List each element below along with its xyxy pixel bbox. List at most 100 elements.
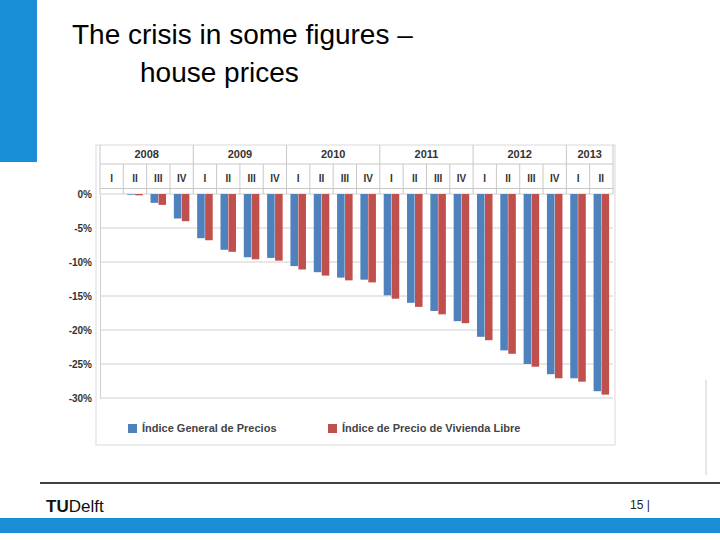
x-tick: IV (550, 173, 560, 188)
bar (524, 194, 532, 364)
x-tick-label: II (225, 173, 231, 184)
x-tick: IV (457, 173, 467, 188)
bar (275, 194, 283, 261)
bar (322, 194, 330, 276)
quarter-separator (309, 164, 310, 194)
year-separator (286, 145, 287, 194)
title: house prices (140, 57, 299, 88)
legend-swatch (328, 424, 337, 433)
year-separator (566, 145, 567, 194)
x-tick-label: II (599, 173, 605, 184)
bar (135, 194, 143, 195)
x-tick: III (154, 173, 163, 188)
year-separator (379, 145, 380, 194)
quarter-separator (543, 164, 544, 194)
bar (508, 194, 516, 354)
x-tick-label: IV (457, 173, 467, 184)
quarter-separator (496, 164, 497, 194)
accent-bar (0, 0, 37, 162)
quarter-separator (356, 164, 357, 194)
x-tick: I (204, 173, 207, 188)
bar (290, 194, 298, 266)
x-tick-label: II (412, 173, 418, 184)
x-tick: II (225, 173, 231, 188)
logo: TUDelft (46, 497, 104, 516)
bar (532, 194, 540, 367)
y-tick: -5% (74, 223, 100, 234)
bar (174, 194, 182, 218)
x-tick-label: I (110, 173, 113, 184)
bar (555, 194, 563, 378)
x-tick-label: I (204, 173, 207, 184)
x-tick-label: IV (177, 173, 187, 184)
bar (244, 194, 252, 257)
quarter-separator (239, 164, 240, 194)
x-tick: IV (177, 173, 187, 188)
x-tick-label: I (483, 173, 486, 184)
x-tick: I (483, 173, 486, 188)
quarter-separator (589, 164, 590, 194)
bar (158, 194, 166, 205)
logo-part: TU (46, 497, 69, 516)
bar (197, 194, 205, 238)
year-separator (193, 145, 194, 194)
x-tick: II (599, 173, 605, 188)
y-tick: -30% (69, 393, 100, 404)
x-tick-label: IV (270, 173, 280, 184)
bars (127, 194, 609, 395)
x-tick: II (319, 173, 325, 188)
quarter-separator (123, 164, 124, 194)
bar (314, 194, 322, 272)
quarter-separator (216, 164, 217, 194)
bar (438, 194, 446, 314)
y-tick-label: -15% (69, 291, 92, 302)
y-tick: -25% (69, 359, 100, 370)
bar (407, 194, 415, 303)
x-tick-label: II (132, 173, 138, 184)
y-tick: -20% (69, 325, 100, 336)
x-axis-line (101, 188, 614, 189)
y-tick-label: -25% (69, 359, 92, 370)
year-separator (613, 145, 614, 194)
quarter-separator (146, 164, 147, 194)
x-tick: I (110, 173, 113, 188)
bar (220, 194, 228, 250)
quarter-separator (169, 164, 170, 194)
title: The crisis in some figures – (72, 19, 413, 50)
x-tick: III (434, 173, 443, 188)
x-tick-label: I (577, 173, 580, 184)
x-tick-label: II (505, 173, 511, 184)
quarter-separator (426, 164, 427, 194)
x-tick: II (412, 173, 418, 188)
legend-label: Índice General de Precios (142, 422, 277, 434)
x-tick: III (527, 173, 536, 188)
x-tick: I (390, 173, 393, 188)
year-label: 2009 (228, 148, 252, 160)
series (127, 194, 601, 391)
y-tick-label: -20% (69, 325, 92, 336)
x-tick-label: III (154, 173, 163, 184)
year-label: 2013 (577, 148, 601, 160)
quarter-separator (519, 164, 520, 194)
y-tick: -15% (69, 291, 100, 302)
bar (112, 194, 120, 195)
year-label: 2011 (415, 148, 439, 160)
bar (485, 194, 493, 340)
x-tick: I (297, 173, 300, 188)
bar (345, 194, 353, 280)
x-tick-label: I (297, 173, 300, 184)
bar (594, 194, 602, 391)
year-label: 2008 (134, 148, 158, 160)
bar (477, 194, 485, 337)
bar (547, 194, 555, 374)
footer-line (40, 482, 720, 484)
bar (454, 194, 462, 321)
bar (252, 194, 260, 259)
legend-swatch (128, 424, 137, 433)
x-tick: II (505, 173, 511, 188)
bar (415, 194, 423, 307)
x-tick: IV (363, 173, 373, 188)
bar (602, 194, 610, 395)
x-tick-label: I (390, 173, 393, 184)
x-tick: III (247, 173, 256, 188)
